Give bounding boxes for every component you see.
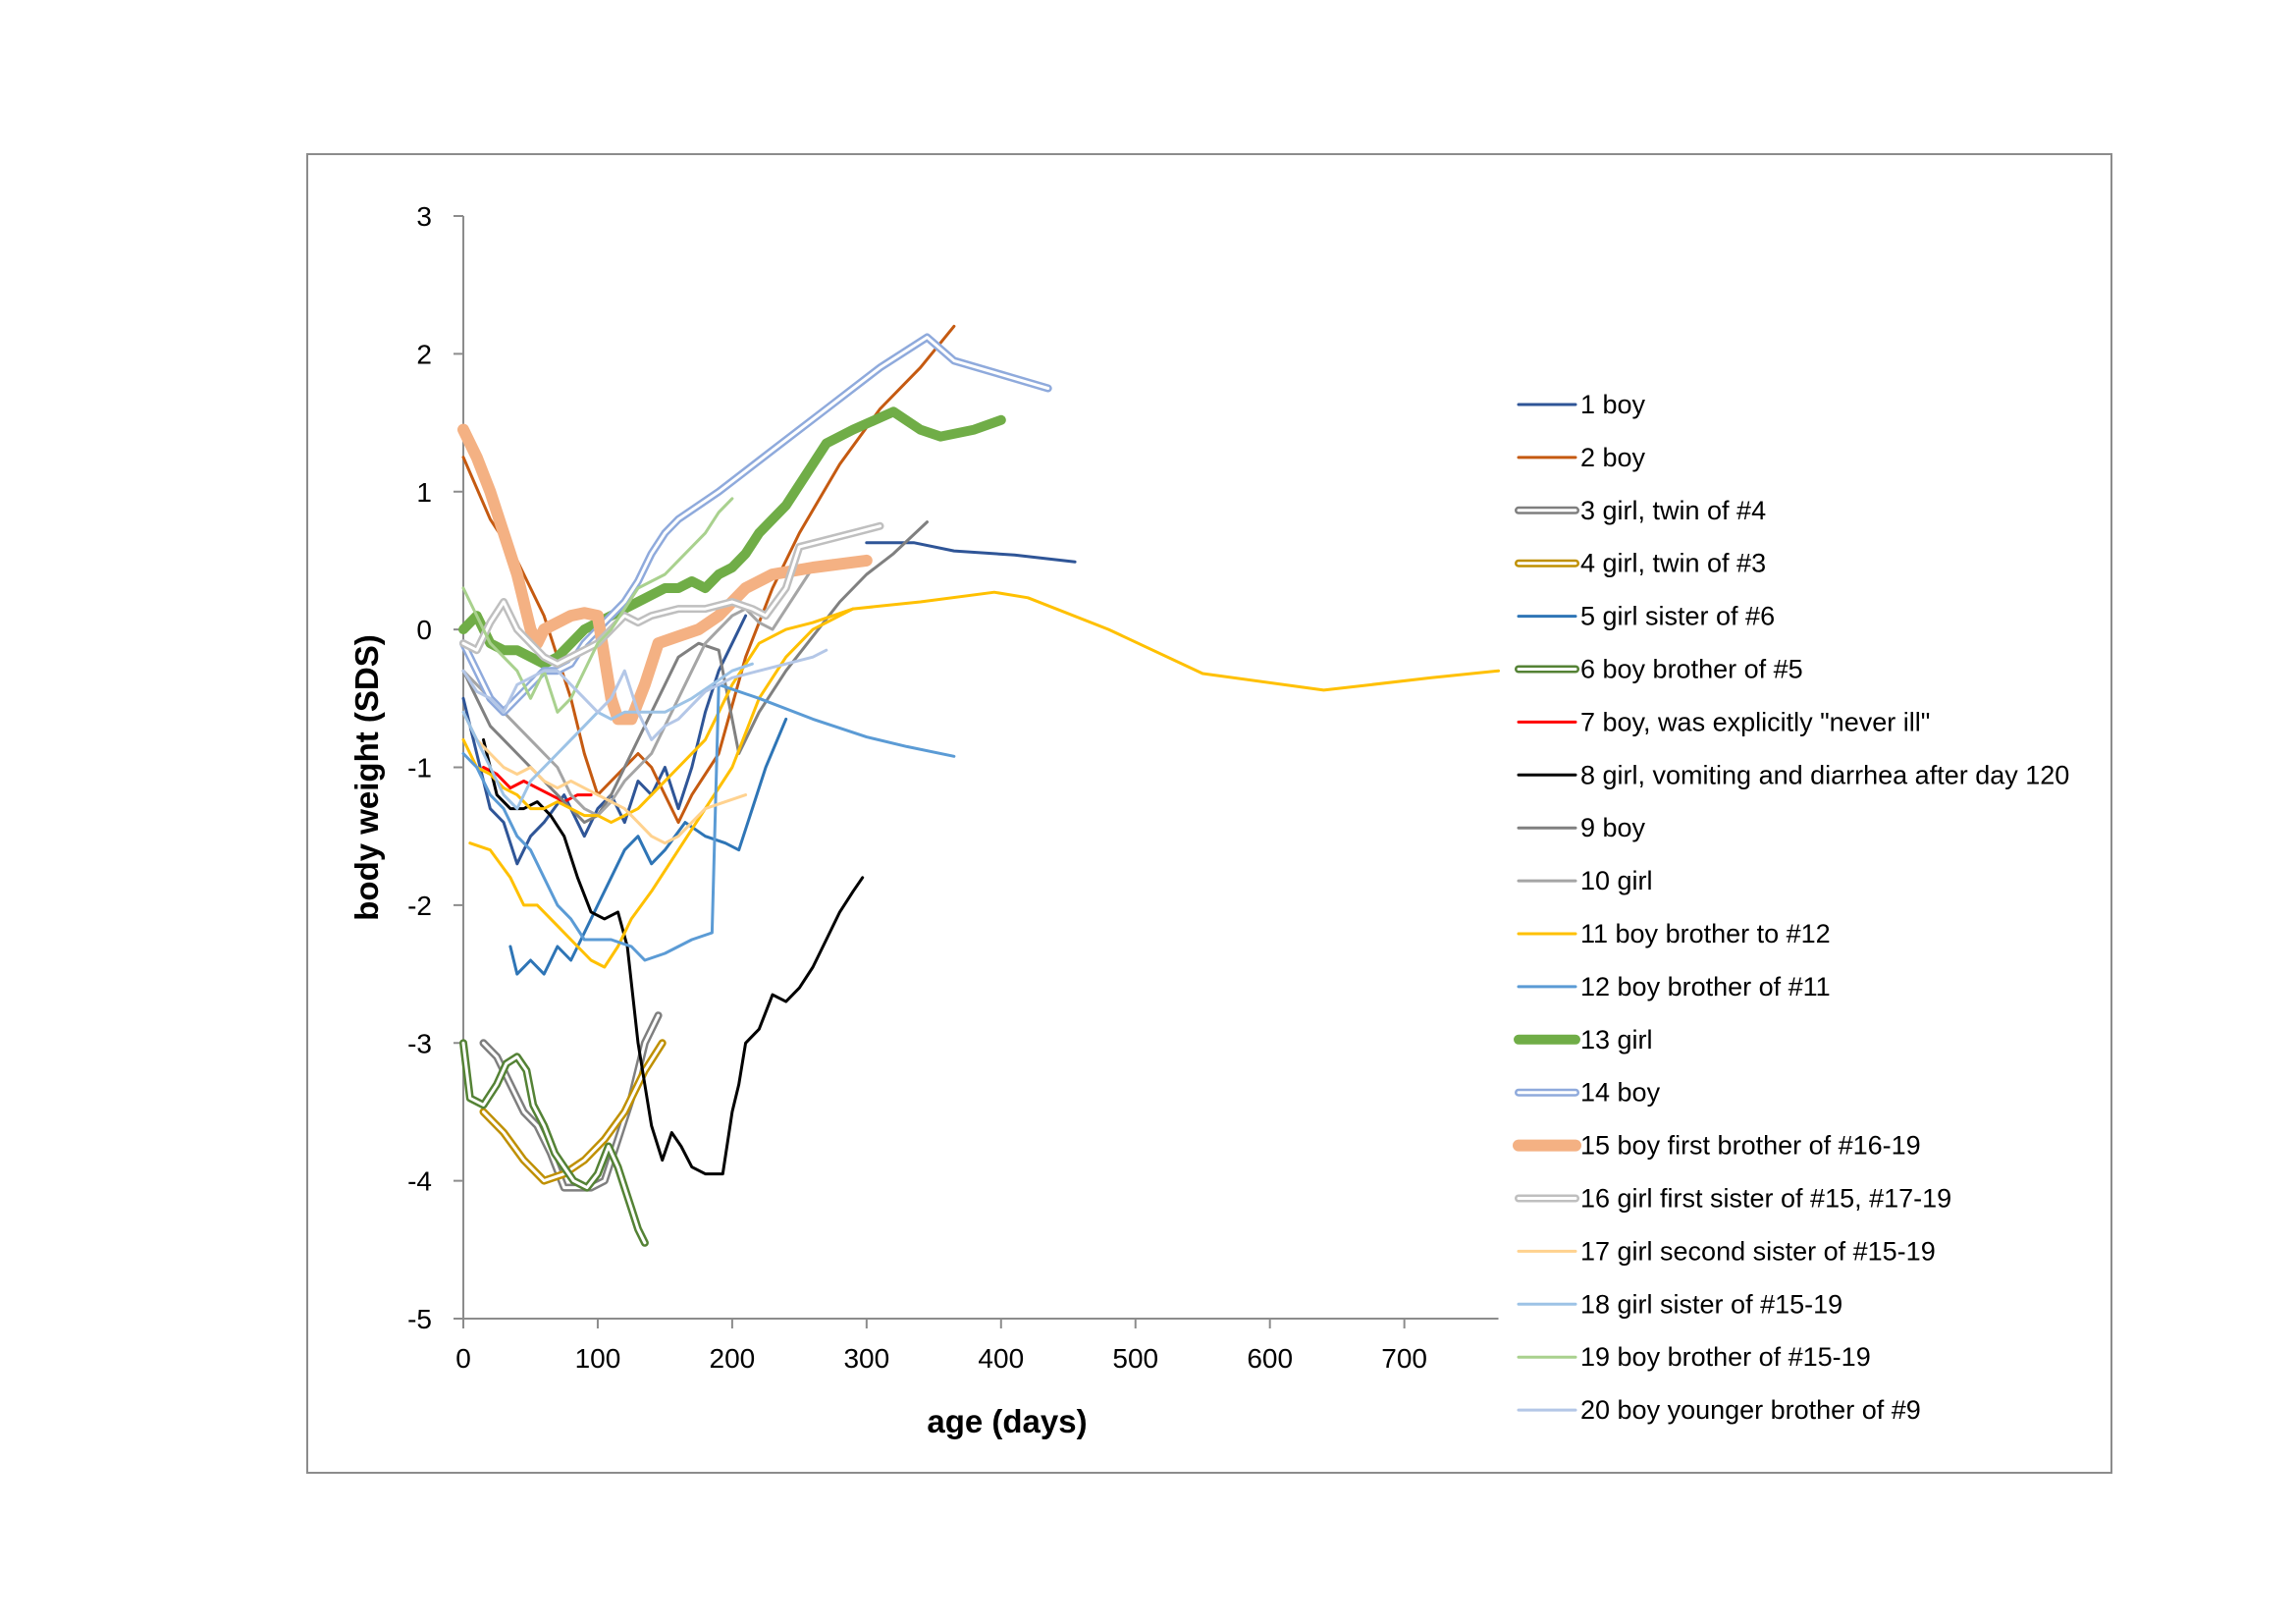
y-tick-label: -1 (407, 753, 432, 784)
series-line-inner-16 (461, 524, 881, 666)
chart-area-border (306, 153, 2112, 1474)
legend-label-15: 15 boy first brother of #16-19 (1580, 1131, 1921, 1161)
y-axis-title: body weight (SDS) (348, 634, 385, 921)
x-tick-label: 400 (978, 1343, 1024, 1374)
x-tick-label: 500 (1112, 1343, 1158, 1374)
series-line-18 (461, 662, 754, 811)
legend-label-10: 10 girl (1580, 866, 1653, 895)
series-line-inner-14 (461, 336, 1050, 714)
y-tick-label: 3 (416, 201, 432, 232)
legend-label-3: 3 girl, twin of #4 (1580, 496, 1766, 525)
y-tick-label: 1 (416, 477, 432, 508)
y-tick-label: -2 (407, 891, 432, 921)
x-tick-label: 100 (575, 1343, 621, 1374)
series-line-11 (461, 590, 1500, 825)
legend-label-12: 12 boy brother of #11 (1580, 972, 1831, 1001)
legend-label-13: 13 girl (1580, 1025, 1653, 1055)
legend-label-8: 8 girl, vomiting and diarrhea after day … (1580, 760, 2069, 789)
legend-label-5: 5 girl sister of #6 (1580, 602, 1775, 631)
series-line-10 (461, 559, 835, 818)
series-line-9 (461, 520, 929, 825)
legend-label-7: 7 boy, was explicitly "never ill" (1580, 707, 1930, 736)
legend-label-17: 17 girl second sister of #15-19 (1580, 1236, 1936, 1266)
legend-label-18: 18 girl sister of #15-19 (1580, 1289, 1842, 1319)
legend-label-2: 2 boy (1580, 443, 1646, 472)
x-axis-title: age (days) (927, 1403, 1087, 1439)
x-tick-label: 300 (843, 1343, 889, 1374)
legend-label-4: 4 girl, twin of #3 (1580, 549, 1766, 578)
series-line-1-b (865, 541, 1077, 564)
legend-label-9: 9 boy (1580, 813, 1646, 842)
series-line-12 (461, 682, 956, 962)
series-line-20 (461, 648, 828, 741)
series-line-8 (482, 737, 865, 1176)
y-tick-label: -4 (407, 1166, 432, 1197)
series-line-inner-6 (461, 1041, 647, 1245)
y-tick-label: 2 (416, 339, 432, 369)
legend-label-19: 19 boy brother of #15-19 (1580, 1342, 1871, 1372)
legend: 1 boy 2 boy 3 girl, twin of #4 4 girl, twin… (1513, 390, 2069, 1425)
legend-label-6: 6 boy brother of #5 (1580, 655, 1803, 684)
series-line-13 (458, 406, 1006, 670)
series-line-15 (457, 423, 873, 726)
legend-label-11: 11 boy brother to #12 (1580, 919, 1831, 948)
legend-label-14: 14 boy (1580, 1078, 1661, 1108)
series-line-19 (461, 497, 734, 714)
series-layer (457, 324, 1500, 1247)
series-line-5 (508, 717, 788, 976)
legend-label-16: 16 girl first sister of #15, #17-19 (1580, 1184, 1951, 1214)
legend-label-20: 20 boy younger brother of #9 (1580, 1395, 1921, 1425)
x-tick-label: 200 (710, 1343, 756, 1374)
legend-label-1: 1 boy (1580, 390, 1646, 419)
y-tick-label: -5 (407, 1304, 432, 1334)
series-line-17 (461, 710, 748, 845)
series-line-inner-4 (482, 1041, 665, 1183)
axes: -5 -4 -3 -2 -1 0 1 2 3 0 100 200 300 400 500 600 700 (407, 201, 1499, 1374)
x-tick-label: 0 (455, 1343, 471, 1374)
y-tick-label: -3 (407, 1028, 432, 1058)
x-tick-label: 600 (1247, 1343, 1293, 1374)
y-tick-label: 0 (416, 615, 432, 645)
x-tick-label: 700 (1381, 1343, 1427, 1374)
